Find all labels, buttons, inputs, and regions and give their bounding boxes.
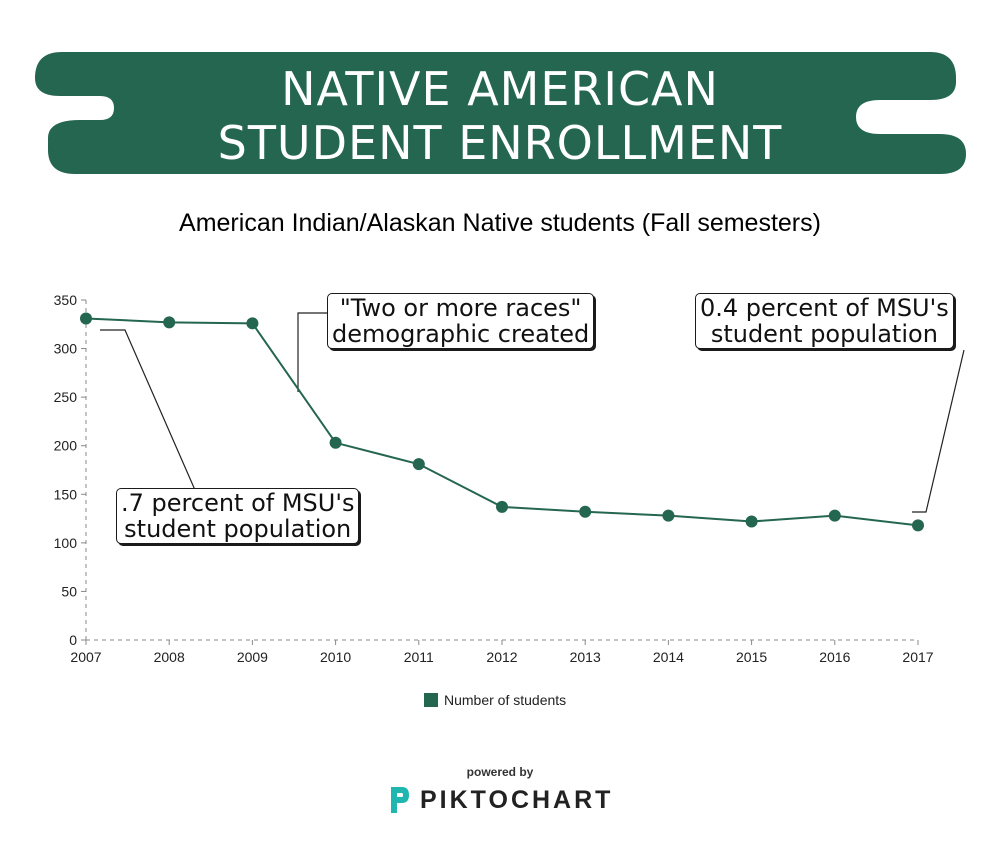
- y-tick-label: 100: [54, 535, 78, 551]
- annotation-2017-line2: student population: [710, 320, 938, 348]
- chart-series: [80, 312, 924, 532]
- banner-title-line1: NATIVE AMERICAN: [281, 62, 719, 116]
- annotation-2007-line1: .7 percent of MSU's: [121, 489, 355, 517]
- x-tick-label: 2011: [404, 649, 434, 665]
- data-point-2007: [80, 312, 92, 325]
- x-tick-label: 2017: [902, 649, 933, 665]
- x-tick-label: 2007: [70, 649, 101, 665]
- chart-axes: 0 50 100 150 200 250 300 350 2007 2008 2009 2010 201…: [54, 292, 934, 665]
- powered-by-label: powered by: [466, 765, 534, 779]
- annotation-leader-lines: [100, 312, 965, 513]
- x-tick-label: 2009: [237, 649, 268, 665]
- data-point-2010: [329, 436, 342, 449]
- title-banner: [35, 52, 966, 174]
- data-point-2011: [412, 458, 425, 471]
- annotation-two-or-more-races: "Two or more races" demographic created: [327, 293, 595, 349]
- chart-legend: Number of students: [424, 692, 566, 708]
- annotation-2007-line2: student population: [124, 515, 352, 543]
- x-tick-label: 2016: [819, 649, 850, 665]
- leader-line-two-or-more-races: [297, 312, 327, 392]
- data-point-2016: [828, 509, 841, 522]
- y-tick-label: 150: [54, 486, 78, 502]
- y-tick-label: 0: [69, 632, 77, 648]
- piktochart-logo-icon: [391, 787, 409, 813]
- annotation-2017: 0.4 percent of MSU's student population: [695, 293, 954, 349]
- data-point-2012: [496, 500, 508, 513]
- y-tick-label: 50: [61, 583, 77, 599]
- brand-name: PIKTOCHART: [420, 785, 614, 814]
- chart-title: American Indian/Alaskan Native students …: [179, 209, 821, 237]
- annotation-2007: .7 percent of MSU's student population: [116, 488, 360, 544]
- x-tick-label: 2015: [736, 649, 767, 665]
- data-point-2013: [579, 505, 592, 518]
- banner-title: NATIVE AMERICAN STUDENT ENROLLMENT: [110, 62, 890, 170]
- leader-line-2017: [912, 349, 965, 513]
- banner-title-line2: STUDENT ENROLLMENT: [217, 116, 783, 170]
- y-tick-label: 300: [54, 341, 78, 357]
- data-point-2017: [912, 519, 924, 532]
- annotation-two-or-more-races-line2: demographic created: [332, 320, 590, 348]
- x-tick-label: 2014: [653, 649, 684, 665]
- piktochart-brand: PIKTOCHART: [388, 784, 613, 816]
- data-point-2014: [662, 509, 675, 522]
- x-tick-label: 2010: [320, 649, 351, 665]
- annotation-2017-line1: 0.4 percent of MSU's: [700, 294, 949, 322]
- data-point-2015: [745, 515, 758, 528]
- x-tick-label: 2008: [154, 649, 185, 665]
- leader-line-2007: [100, 329, 196, 491]
- legend-swatch: [424, 693, 438, 707]
- x-tick-label: 2012: [486, 649, 517, 665]
- line-chart: 0 50 100 150 200 250 300 350 2007 2008 2009 2010 201…: [54, 292, 965, 665]
- y-tick-label: 250: [54, 389, 78, 405]
- data-point-2009: [246, 317, 259, 330]
- annotation-two-or-more-races-line1: "Two or more races": [339, 294, 582, 322]
- y-tick-label: 200: [54, 438, 78, 454]
- x-tick-label: 2013: [570, 649, 601, 665]
- data-point-2008: [163, 316, 176, 329]
- legend-label: Number of students: [444, 692, 567, 708]
- y-tick-label: 350: [54, 292, 78, 308]
- banner-shape: [35, 52, 966, 174]
